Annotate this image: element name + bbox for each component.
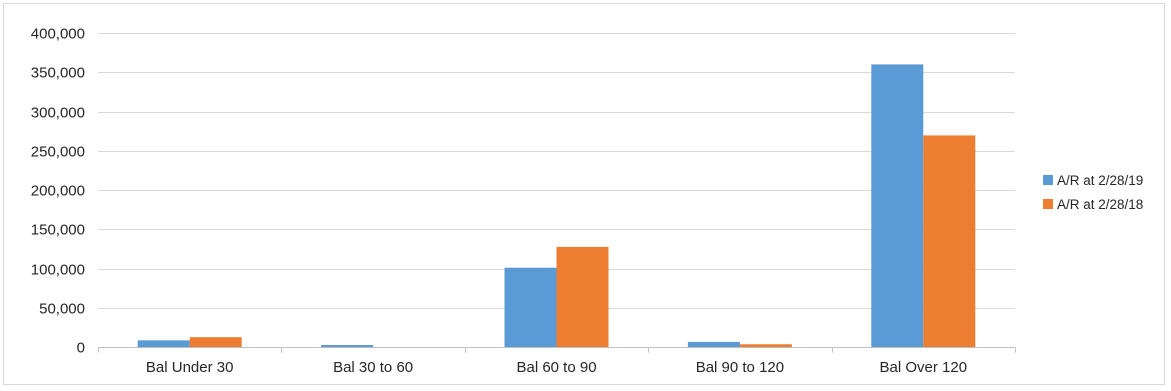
x-tick-label: Bal Under 30: [146, 359, 234, 376]
y-tick-label: 350,000: [31, 65, 85, 82]
bar-ar-2018: [556, 246, 609, 347]
y-tick-label: 300,000: [31, 105, 85, 122]
y-tick-label: 100,000: [31, 262, 85, 279]
gridlines: [98, 33, 1015, 309]
legend-label: A/R at 2/28/19: [1057, 173, 1143, 188]
bar-ar-2019: [687, 341, 740, 347]
legend-label: A/R at 2/28/18: [1057, 197, 1143, 212]
bar-ar-2018: [923, 135, 976, 347]
y-axis-ticks: 0 50,000 100,000 150,000 200,000 250,000 300,0…: [31, 26, 85, 357]
x-tick-label: Bal 60 to 90: [516, 359, 596, 376]
bar-ar-2018: [189, 337, 242, 347]
bar-ar-2019: [871, 64, 924, 348]
legend-swatch: [1043, 199, 1053, 209]
bar-ar-2018: [739, 344, 792, 347]
legend-swatch: [1043, 175, 1053, 185]
x-tick-label: Bal 90 to 120: [696, 359, 784, 376]
chart-area: 0 50,000 100,000 150,000 200,000 250,000 300,0…: [3, 3, 1165, 385]
y-tick-label: 200,000: [31, 183, 85, 200]
bar-ar-2019: [321, 345, 374, 347]
bar-ar-2019: [504, 267, 557, 347]
axes: [98, 347, 1016, 353]
y-tick-label: 400,000: [31, 26, 85, 43]
x-tick-label: Bal Over 120: [880, 359, 968, 376]
y-tick-label: 50,000: [39, 301, 85, 318]
bars: [137, 64, 976, 348]
y-tick-label: 0: [77, 340, 85, 357]
legend: A/R at 2/28/19 A/R at 2/28/18: [1043, 173, 1143, 212]
bar-chart: 0 50,000 100,000 150,000 200,000 250,000 300,0…: [31, 26, 1144, 377]
x-axis-ticks: Bal Under 30 Bal 30 to 60 Bal 60 to 90 Bal …: [146, 359, 967, 376]
bar-ar-2019: [137, 340, 190, 347]
y-tick-label: 150,000: [31, 222, 85, 239]
x-tick-label: Bal 30 to 60: [333, 359, 413, 376]
y-tick-label: 250,000: [31, 144, 85, 161]
